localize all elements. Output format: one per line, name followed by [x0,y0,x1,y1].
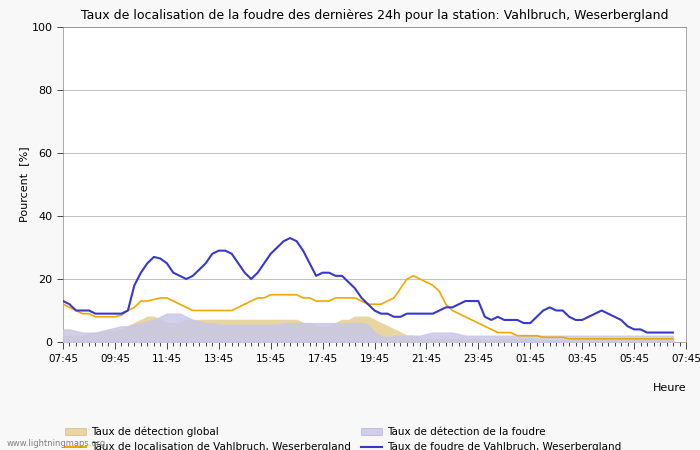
Legend: Taux de détection global, Taux de localisation de Vahlbruch, Weserbergland, Taux: Taux de détection global, Taux de locali… [61,423,626,450]
Text: Heure: Heure [652,383,686,393]
Text: www.lightningmaps.org: www.lightningmaps.org [7,439,106,448]
Y-axis label: Pourcent  [%]: Pourcent [%] [19,147,29,222]
Title: Taux de localisation de la foudre des dernières 24h pour la station: Vahlbruch, : Taux de localisation de la foudre des de… [80,9,668,22]
